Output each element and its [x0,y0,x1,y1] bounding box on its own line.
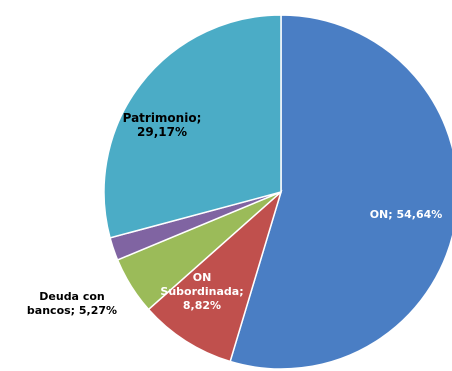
slice-label-line: 29,17% [137,125,187,139]
slice-label-line: Patrimonio; [123,111,202,125]
slice-data-label: Deuda con bancos; 5,27% [27,290,117,317]
slice-label-line: 8,82% [183,299,221,312]
slice-label-line: bancos; 5,27% [27,304,117,317]
slice-data-label: ON Subordinada; 8,82% [160,271,243,312]
slice-label-line: ON; 54,64% [370,208,443,221]
slice-data-label: Patrimonio; 29,17% [123,111,202,139]
slice-label-line: Deuda con [39,290,104,303]
pie-slice [103,14,282,239]
slice-label-line: Subordinada; [160,285,243,298]
slice-data-label: ON; 54,64% [370,208,443,221]
pie-slice [147,189,283,363]
pie-slice [229,14,452,370]
slice-label-line: ON [193,271,212,284]
